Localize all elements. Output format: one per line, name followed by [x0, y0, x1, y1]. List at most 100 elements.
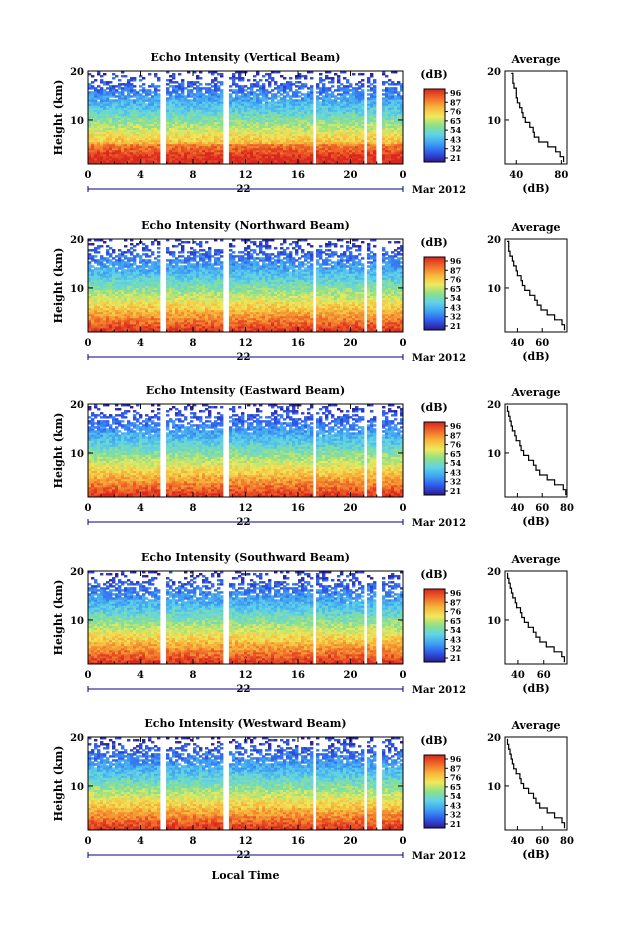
heatmap-cell [271, 77, 274, 79]
heatmap-cell [133, 249, 136, 251]
heatmap-cell [97, 245, 100, 247]
heatmap-cell [388, 79, 391, 81]
heatmap-cell [202, 87, 205, 89]
heatmap-cell [112, 73, 115, 75]
heatmap-cell [298, 73, 301, 75]
heatmap-cell [232, 97, 235, 99]
average-point [533, 132, 534, 133]
avg-x-tick-label: 40 [509, 170, 523, 181]
heatmap-cell [94, 79, 97, 81]
heatmap-cell [349, 93, 352, 95]
heatmap-cell [319, 101, 322, 103]
day-label: 22 [237, 184, 251, 195]
heatmap-cell [247, 79, 250, 81]
heatmap-cell [178, 83, 181, 85]
heatmap-cell [142, 95, 145, 97]
heatmap-cell [217, 81, 220, 83]
heatmap-cell [277, 95, 280, 97]
heatmap-cell [157, 247, 160, 249]
average-point [538, 141, 539, 142]
heatmap-cell [133, 99, 136, 101]
heatmap-cell [298, 81, 301, 83]
heatmap-cell [286, 81, 289, 83]
average-point [563, 161, 564, 162]
heatmap-cell [268, 91, 271, 93]
heatmap-cell [112, 99, 115, 101]
heatmap-cell [247, 87, 250, 89]
heatmap-cell [130, 77, 133, 79]
heatmap-cell [112, 257, 115, 259]
heatmap-cell [124, 75, 127, 77]
heatmap-cell [283, 95, 286, 97]
heatmap-cell [115, 267, 118, 269]
heatmap-cell [253, 91, 256, 93]
heatmap-cell [193, 87, 196, 89]
heatmap-cell [106, 257, 109, 259]
heatmap-cell [124, 83, 127, 85]
heatmap-cell [130, 257, 133, 259]
heatmap-cell [169, 85, 172, 87]
heatmap-cell [337, 101, 340, 103]
heatmap-cell [133, 267, 136, 269]
heatmap-cell [268, 97, 271, 99]
heatmap-cell [94, 259, 97, 261]
heatmap-cell [112, 85, 115, 87]
heatmap-cell [157, 251, 160, 253]
heatmap-cell [361, 79, 364, 81]
heatmap-cell [145, 89, 148, 91]
average-point [560, 156, 561, 157]
heatmap-cell [280, 83, 283, 85]
heatmap-cell [142, 87, 145, 89]
heatmap-cell [106, 81, 109, 83]
heatmap-cell [337, 97, 340, 99]
heatmap-cell [121, 251, 124, 253]
heatmap-cell [151, 251, 154, 253]
x-tick-label: 8 [190, 170, 197, 181]
heatmap-cell [388, 83, 391, 85]
heatmap-cell [343, 77, 346, 79]
heatmap-cell [121, 87, 124, 89]
heatmap-cell [118, 91, 121, 93]
heatmap-cell [346, 85, 349, 87]
heatmap-cell [130, 95, 133, 97]
heatmap-cell [109, 247, 112, 249]
heatmap-cell [181, 79, 184, 81]
heatmap-cell [100, 255, 103, 257]
heatmap-cell [142, 259, 145, 261]
heatmap-cell [190, 81, 193, 83]
heatmap-cell [103, 241, 106, 243]
heatmap-cell [145, 253, 148, 255]
heatmap-cell [331, 77, 334, 79]
heatmap-cell [97, 259, 100, 261]
heatmap-cell [331, 85, 334, 87]
heatmap-cell [310, 85, 313, 87]
heatmap-cell [199, 77, 202, 79]
average-point [511, 73, 512, 74]
heatmap-cell [289, 81, 292, 83]
heatmap-cell [343, 85, 346, 87]
heatmap-cell [139, 93, 142, 95]
heatmap-cell [322, 79, 325, 81]
heatmap-cell [193, 93, 196, 95]
heatmap-cell [394, 95, 397, 97]
heatmap-cell [352, 87, 355, 89]
heatmap-cell [235, 83, 238, 85]
heatmap-cell [244, 85, 247, 87]
heatmap-cell [394, 83, 397, 85]
average-point [512, 78, 513, 79]
heatmap-cell [139, 265, 142, 267]
heatmap-cell [91, 243, 94, 245]
heatmap-cell [103, 81, 106, 83]
heatmap-cell [172, 81, 175, 83]
y-axis-label: Height (km) [52, 80, 65, 156]
heatmap-cell [121, 83, 124, 85]
heatmap-cell [340, 83, 343, 85]
heatmap-cell [322, 95, 325, 97]
heatmap-cell [142, 83, 145, 85]
heatmap-cell [337, 75, 340, 77]
heatmap-cell [334, 73, 337, 75]
heatmap-cell [196, 85, 199, 87]
heatmap-cell [244, 93, 247, 95]
heatmap-cell [292, 83, 295, 85]
heatmap-cell [319, 77, 322, 79]
